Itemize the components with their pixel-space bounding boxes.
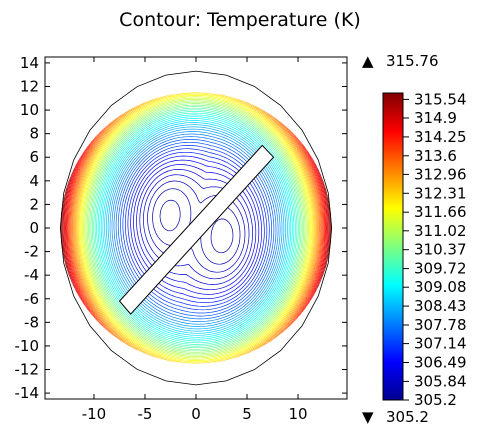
x-tick-label: 0 (191, 405, 201, 423)
y-tick-label: -6 (24, 290, 39, 308)
contour-level (90, 106, 302, 350)
colorbar-tick-label: 313.6 (414, 147, 457, 165)
contour-level (105, 124, 287, 332)
contour-level (84, 98, 308, 357)
y-tick-label: -2 (24, 243, 39, 261)
y-tick-label: 6 (29, 148, 39, 166)
colorbar-ticks: 315.54314.9314.25313.6312.96312.31311.66… (403, 90, 467, 409)
domain-boundary (59, 70, 333, 386)
colorbar-tick-label: 306.49 (414, 353, 467, 371)
contour-level (100, 118, 292, 338)
y-tick-label: -4 (24, 266, 39, 284)
contour-level (80, 95, 312, 361)
y-tick-label: 0 (29, 219, 39, 237)
x-tick-label: 10 (288, 405, 307, 423)
contour-level (115, 136, 277, 320)
y-axis: 14 12 10 8 6 4 2 0 -2 -4 -6 -8 -10 -12 -14 (15, 54, 347, 402)
x-tick-label: -5 (138, 405, 153, 423)
y-tick-label: -14 (15, 384, 40, 402)
x-axis: -10 -5 0 5 10 (82, 57, 308, 423)
contour-level (113, 133, 279, 322)
contour-level (94, 111, 298, 345)
contour-level (99, 116, 293, 340)
contour-level (159, 199, 234, 254)
contour-level (124, 148, 268, 307)
contour-level (86, 101, 306, 355)
colorbar-tick-label: 312.96 (414, 165, 467, 183)
contour-level (88, 103, 304, 353)
contour-level (91, 107, 301, 349)
contour-level (83, 97, 309, 359)
colorbar (382, 92, 404, 401)
colorbar-tick-label: 305.2 (414, 391, 457, 409)
colorbar-tick-label: 314.25 (414, 128, 467, 146)
colorbar-tick-label: 309.72 (414, 260, 467, 278)
contour-level (127, 151, 265, 304)
contour-level (79, 93, 313, 363)
y-tick-label: -12 (15, 361, 40, 379)
x-tick-label: 5 (242, 405, 252, 423)
colorbar-tick-label: 312.31 (414, 184, 467, 202)
contour-level (78, 92, 314, 364)
colorbar-max-label: 315.76 (386, 52, 439, 70)
y-tick-label: 2 (29, 195, 39, 213)
contour-level (96, 112, 296, 344)
contour-level (76, 92, 316, 364)
contour-level (139, 168, 253, 285)
colorbar-tick-label: 314.9 (414, 109, 457, 127)
colorbar-tick-label: 310.37 (414, 241, 467, 259)
colorbar-min-label: 305.2 (386, 408, 429, 426)
y-tick-label: -10 (15, 337, 40, 355)
contour-level (107, 126, 285, 330)
y-tick-label: 4 (29, 172, 39, 190)
y-tick-label: -8 (24, 313, 39, 331)
contour-level (122, 145, 270, 311)
colorbar-min-marker: ▼ (362, 408, 374, 426)
contour-level (97, 114, 295, 342)
y-tick-label: 10 (20, 101, 39, 119)
contour-level (133, 159, 260, 295)
contour-level (85, 100, 307, 356)
colorbar-tick-label: 309.08 (414, 278, 467, 296)
colorbar-tick-label: 311.66 (414, 203, 467, 221)
contour-level (93, 109, 299, 347)
colorbar-tick-label: 307.14 (414, 335, 467, 353)
contour-level (102, 120, 290, 336)
y-tick-label: 12 (20, 77, 39, 95)
chart-title: Contour: Temperature (K) (119, 9, 361, 31)
contour-level (89, 104, 303, 352)
colorbar-tick-label: 308.43 (414, 297, 467, 315)
contour-level (82, 96, 310, 360)
contour-level (109, 128, 283, 327)
colorbar-tick-label: 311.02 (414, 222, 467, 240)
colorbar-tick-label: 315.54 (414, 90, 467, 108)
colorbar-max-marker: ▲ (362, 52, 374, 70)
x-tick-label: -10 (82, 405, 107, 423)
obstacle-rectangle (118, 144, 275, 315)
y-tick-label: 14 (20, 54, 39, 72)
colorbar-tick-label: 305.84 (414, 372, 467, 390)
y-tick-label: 8 (29, 125, 39, 143)
colorbar-tick-label: 307.78 (414, 316, 467, 334)
